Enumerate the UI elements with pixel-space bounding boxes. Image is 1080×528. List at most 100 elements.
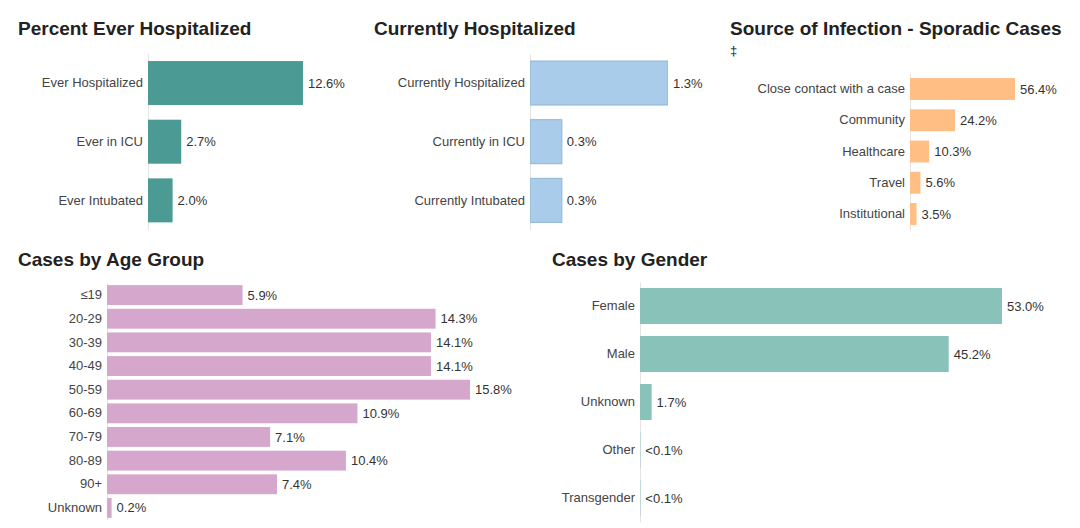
chart-panel: Source of Infection - Sporadic Cases‡Clo…	[730, 18, 1062, 230]
data-label: 0.2%	[117, 500, 147, 515]
bar	[107, 474, 277, 494]
tick: Currently Intubated	[414, 193, 530, 208]
bars	[530, 61, 668, 222]
tick: 40-49	[69, 358, 107, 373]
tick: ≤19	[80, 287, 107, 302]
data-label: 45.2%	[954, 347, 991, 362]
bar	[107, 403, 357, 423]
tick: Ever Intubated	[58, 193, 148, 208]
tick-label: Institutional	[839, 206, 905, 221]
tick-label: Other	[602, 442, 635, 457]
chart-panel: Percent Ever Hospitalized Ever Hospitaliz…	[18, 18, 345, 230]
tick-label: Currently in ICU	[433, 134, 525, 149]
data-labels: 1.3%0.3%0.3%	[567, 76, 703, 208]
tick: Female	[592, 298, 640, 313]
bar	[910, 172, 920, 194]
tick-label: Close contact with a case	[758, 81, 905, 96]
tick: Unknown	[581, 394, 640, 409]
tick-label: Ever in ICU	[77, 134, 143, 149]
data-labels: 53.0%45.2%1.7%<0.1%<0.1%	[645, 299, 1044, 506]
bar	[910, 109, 955, 131]
tick: 50-59	[69, 382, 107, 397]
tick: Ever Hospitalized	[42, 75, 148, 90]
bar	[530, 120, 562, 164]
tick-label: Travel	[869, 175, 905, 190]
tick: Currently in ICU	[433, 134, 530, 149]
bar	[107, 332, 431, 352]
chart-title: Cases by Gender	[552, 249, 708, 270]
tick-label: 30-39	[69, 335, 102, 350]
tick: Institutional	[839, 206, 910, 221]
chart-panel: Cases by Age Group≤1920-2930-3940-4950-5…	[18, 249, 512, 520]
data-label: 5.9%	[248, 288, 278, 303]
tick: Healthcare	[842, 144, 910, 159]
tick: 80-89	[69, 453, 107, 468]
data-label: 2.0%	[178, 193, 208, 208]
data-label: 7.1%	[275, 430, 305, 445]
tick-label: ≤19	[80, 287, 102, 302]
data-label: 14.3%	[441, 311, 478, 326]
tick: 70-79	[69, 429, 107, 444]
tick-label: Healthcare	[842, 144, 905, 159]
bar	[640, 288, 1002, 324]
bars	[148, 61, 303, 222]
tick-label: 20-29	[69, 311, 102, 326]
tick: Male	[607, 346, 640, 361]
bars	[910, 78, 1015, 225]
tick: Ever in ICU	[77, 134, 148, 149]
tick-label: Transgender	[562, 490, 636, 505]
tick: 20-29	[69, 311, 107, 326]
data-label: 53.0%	[1007, 299, 1044, 314]
data-label: 24.2%	[960, 113, 997, 128]
category-axis: Ever Hospitalized Ever in ICU Ever Intubat…	[42, 54, 149, 230]
data-labels: 5.9%14.3%14.1%14.1%15.8%10.9%7.1%10.4%7.…	[117, 288, 513, 516]
data-label: 0.3%	[567, 134, 597, 149]
data-label: 7.4%	[282, 477, 312, 492]
data-labels: 56.4%24.2%10.3%5.6%3.5%	[922, 82, 1058, 222]
bar	[107, 356, 431, 376]
dashboard: Percent Ever Hospitalized Ever Hospitaliz…	[0, 0, 1080, 528]
tick: Unknown	[48, 500, 107, 515]
tick-label: Ever Hospitalized	[42, 75, 143, 90]
data-label: 10.4%	[351, 453, 388, 468]
tick-label: Unknown	[48, 500, 102, 515]
data-label: 14.1%	[436, 359, 473, 374]
data-label: 3.5%	[922, 207, 952, 222]
tick-label: 90+	[80, 476, 102, 491]
category-axis: Female Male Unknown Other Transgender	[562, 283, 641, 523]
tick-label: Unknown	[581, 394, 635, 409]
bar	[910, 78, 1015, 100]
chart-subtitle: ‡	[730, 43, 737, 58]
bar	[107, 427, 270, 447]
bar	[148, 178, 173, 222]
tick: Travel	[869, 175, 910, 190]
bars	[107, 285, 470, 518]
tick-label: Female	[592, 298, 635, 313]
chart-panel: Currently HospitalizedCurrently Hospital…	[374, 18, 703, 230]
chart-title: Percent Ever Hospitalized	[18, 18, 251, 39]
data-label: 1.7%	[657, 395, 687, 410]
bar	[107, 451, 346, 471]
bar	[107, 309, 436, 329]
data-label: <0.1%	[645, 443, 683, 458]
category-axis: Close contact with a caseCommunityHealth…	[758, 74, 911, 230]
bar	[107, 380, 470, 400]
data-label: 56.4%	[1020, 82, 1057, 97]
tick: Close contact with a case	[758, 81, 910, 96]
tick: 90+	[80, 476, 107, 491]
tick-label: 50-59	[69, 382, 102, 397]
data-label: 15.8%	[475, 382, 512, 397]
bars	[640, 288, 1002, 516]
bar	[910, 203, 917, 225]
data-label: 10.9%	[362, 406, 399, 421]
tick: Transgender	[562, 490, 640, 505]
bar	[148, 61, 303, 105]
tick-label: 70-79	[69, 429, 102, 444]
bar	[640, 336, 949, 372]
bar	[640, 480, 641, 516]
data-label: 12.6%	[308, 76, 345, 91]
bar	[640, 384, 652, 420]
tick-label: Male	[607, 346, 635, 361]
data-labels: 12.6%2.7%2.0%	[178, 76, 346, 208]
tick: 30-39	[69, 335, 107, 350]
